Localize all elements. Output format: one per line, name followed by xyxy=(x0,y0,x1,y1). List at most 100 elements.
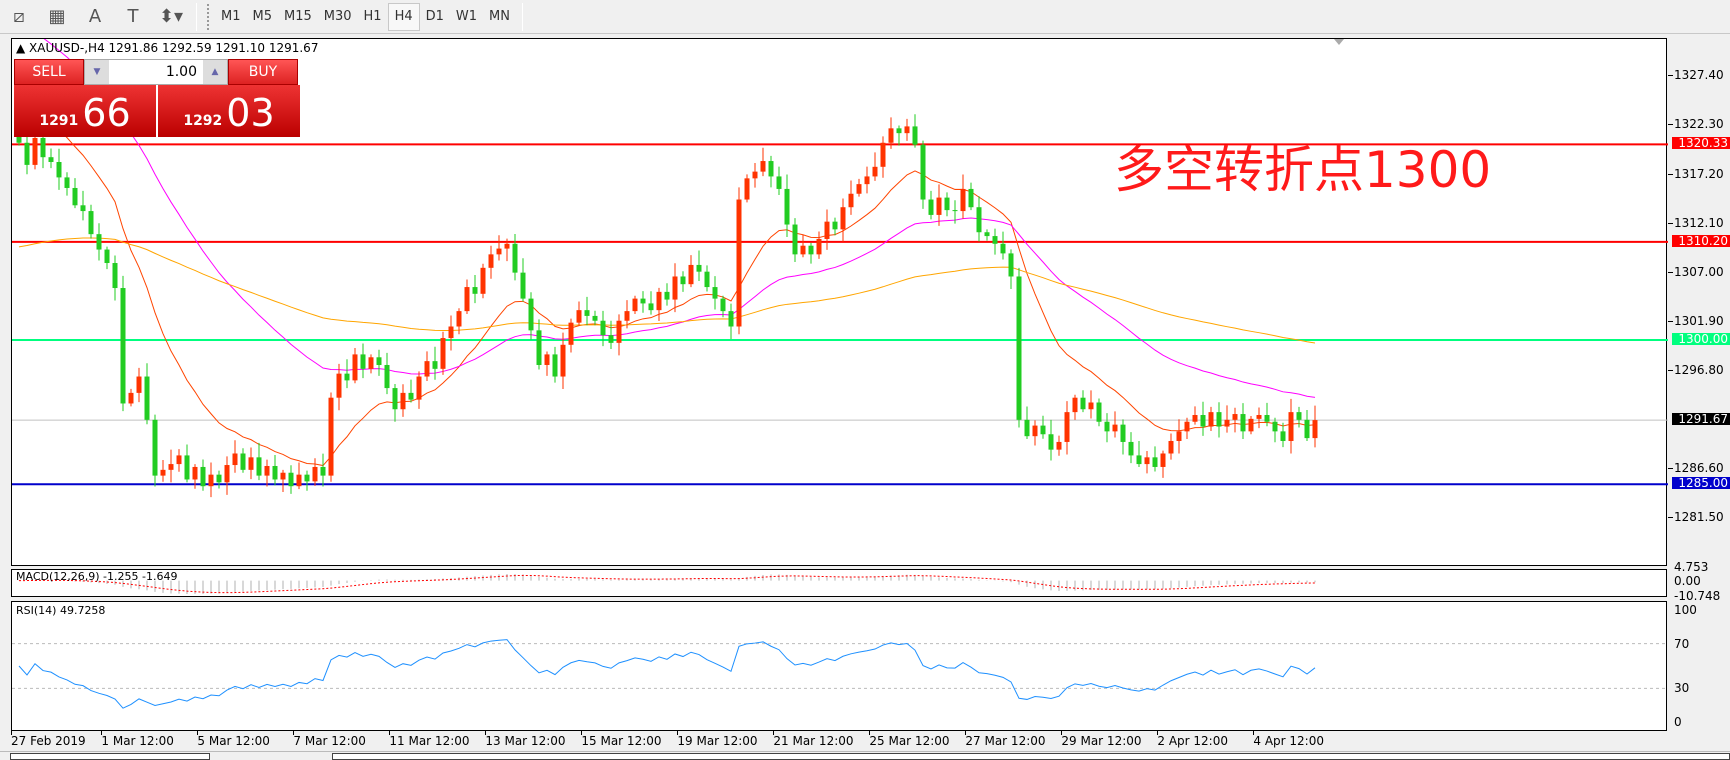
fibonacci-icon[interactable]: ▦ xyxy=(48,6,66,27)
candle-body xyxy=(184,455,190,480)
macd-signal-line xyxy=(18,574,1316,594)
timeframe-w1[interactable]: W1 xyxy=(455,9,478,24)
candle-body xyxy=(136,376,142,393)
price-tick-label: 1312.10 xyxy=(1674,215,1724,230)
candle-body xyxy=(648,303,654,311)
candle-body xyxy=(808,245,814,255)
candle-body xyxy=(272,465,278,480)
candle-body xyxy=(1128,441,1134,456)
candle-body xyxy=(832,221,838,230)
lot-decrease-icon[interactable]: ▼ xyxy=(85,60,109,84)
macd-tick: 4.753 xyxy=(1674,560,1709,574)
candle-body xyxy=(856,184,862,194)
level-price-tag: 1291.67 xyxy=(1672,413,1730,426)
toolbar: ⧄ ▦ A T ⬍▾ M1 M5 M15 M30 H1 H4 D1 W1 MN xyxy=(0,0,1730,34)
time-label: 21 Mar 12:00 xyxy=(773,734,854,748)
candle-body xyxy=(456,311,462,327)
price-tick xyxy=(1668,369,1673,371)
candle-body xyxy=(568,322,574,345)
candle-body xyxy=(264,465,270,476)
timeframe-m5[interactable]: M5 xyxy=(252,9,273,24)
time-tick xyxy=(101,731,103,735)
candle-body xyxy=(408,392,414,400)
candle-body xyxy=(496,248,502,255)
bottom-tabs xyxy=(0,751,1730,760)
arrows-icon[interactable]: ⬍▾ xyxy=(158,6,184,27)
macd-title: MACD(12,26,9) -1.255 -1.649 xyxy=(16,570,178,583)
candle-body xyxy=(296,474,302,487)
candle-body xyxy=(936,197,942,215)
candle-body xyxy=(1224,419,1230,427)
level-price-tag: 1310.20 xyxy=(1672,234,1730,247)
buy-price-button[interactable]: 1292 03 xyxy=(158,85,300,137)
candle-body xyxy=(376,357,382,365)
candle-body xyxy=(920,144,926,200)
timeframe-d1[interactable]: D1 xyxy=(425,9,444,24)
rsi-tick-label: 100 xyxy=(1674,603,1697,617)
candle-body xyxy=(192,466,198,480)
candle-body xyxy=(16,133,22,143)
candle-body xyxy=(864,176,870,185)
timeframe-h1[interactable]: H1 xyxy=(363,9,382,24)
level-price-tag: 1285.00 xyxy=(1672,477,1730,490)
time-tick xyxy=(197,731,199,735)
candle-body xyxy=(240,453,246,470)
candle-body xyxy=(144,376,150,420)
candle-body xyxy=(488,254,494,268)
timeframe-m30[interactable]: M30 xyxy=(323,9,352,24)
time-label: 4 Apr 12:00 xyxy=(1253,734,1324,748)
candle-body xyxy=(352,354,358,381)
candle-body xyxy=(1064,412,1070,442)
timeframe-mn[interactable]: MN xyxy=(489,9,510,24)
lot-input[interactable]: 1.00 xyxy=(165,64,197,80)
candle-body xyxy=(1056,441,1062,450)
candle-body xyxy=(1160,453,1166,467)
price-axis[interactable]: 1320.33 1310.20 1300.00 1291.67 1285.00 1327.… xyxy=(1668,38,1730,566)
price-chart[interactable]: ▲ XAUUSD-,H4 1291.86 1292.59 1291.10 129… xyxy=(11,38,1668,566)
candle-body xyxy=(472,287,478,294)
candle-body xyxy=(1192,415,1198,422)
elliott-wave-icon[interactable]: ⧄ xyxy=(13,6,25,27)
candle-body xyxy=(752,171,758,179)
chart-title: ▲ XAUUSD-,H4 1291.86 1292.59 1291.10 129… xyxy=(16,41,318,55)
price-tick xyxy=(1668,222,1673,224)
sell-price-button[interactable]: 1291 66 xyxy=(14,85,156,137)
candle-body xyxy=(656,291,662,311)
candle-body xyxy=(112,263,118,289)
lot-stepper[interactable]: ▼ 1.00 ▲ xyxy=(84,59,228,85)
price-tick xyxy=(1668,75,1673,77)
candle-body xyxy=(1168,440,1174,454)
candle-body xyxy=(960,188,966,212)
text-icon[interactable]: A xyxy=(88,6,102,27)
candle-body xyxy=(600,320,606,336)
text-label-icon[interactable]: T xyxy=(127,6,139,27)
timeframe-m1[interactable]: M1 xyxy=(221,9,241,24)
candle-body xyxy=(1096,402,1102,422)
time-tick xyxy=(869,731,871,735)
price-tick xyxy=(1668,320,1673,322)
candle-body xyxy=(1040,425,1046,435)
candle-body xyxy=(880,142,886,167)
collapse-triangle-icon[interactable]: ▲ xyxy=(16,41,30,55)
candle-body xyxy=(768,161,774,177)
candle-body xyxy=(680,276,686,285)
candle-body xyxy=(344,373,350,381)
candle-body xyxy=(848,193,854,208)
rsi-line xyxy=(18,639,1316,709)
sell-button[interactable]: SELL xyxy=(14,59,84,85)
candle-body xyxy=(904,126,910,134)
time-label: 13 Mar 12:00 xyxy=(485,734,566,748)
candle-body xyxy=(1296,412,1302,420)
candle-body xyxy=(632,298,638,312)
time-tick xyxy=(677,731,679,735)
time-tick xyxy=(1061,731,1063,735)
candle-body xyxy=(728,311,734,327)
candle-body xyxy=(232,453,238,466)
lot-increase-icon[interactable]: ▲ xyxy=(203,60,227,84)
candle-body xyxy=(32,137,38,165)
candle-body xyxy=(320,466,326,476)
toolbar-grip[interactable] xyxy=(207,3,211,30)
buy-button[interactable]: BUY xyxy=(228,59,298,85)
timeframe-h4[interactable]: H4 xyxy=(387,2,420,31)
timeframe-m15[interactable]: M15 xyxy=(284,9,312,24)
